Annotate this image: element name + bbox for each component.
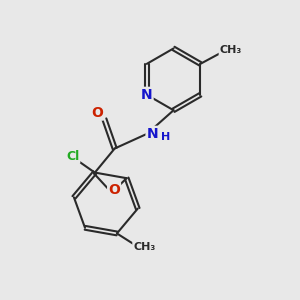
Text: Cl: Cl [66, 150, 79, 163]
Text: CH₃: CH₃ [220, 45, 242, 55]
Text: O: O [108, 183, 120, 197]
Text: H: H [161, 132, 170, 142]
Text: N: N [141, 88, 153, 102]
Text: N: N [146, 127, 158, 141]
Text: CH₃: CH₃ [133, 242, 155, 252]
Text: O: O [91, 106, 103, 120]
